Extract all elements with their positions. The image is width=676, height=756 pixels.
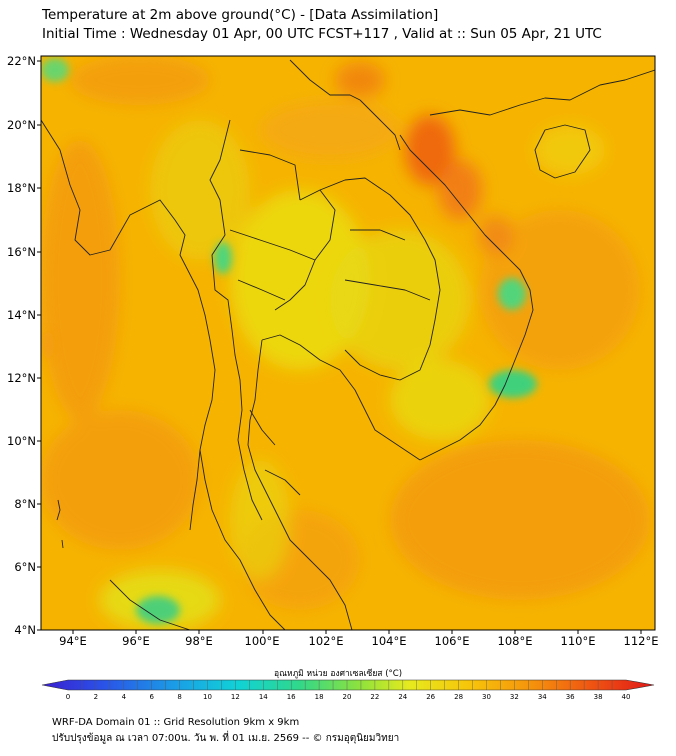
colorbar-tick-label: 18 [314, 693, 324, 701]
colorbar-tick-label: 16 [286, 693, 296, 701]
lat-label-22n: 22°N [7, 54, 36, 68]
lon-label-102e: 102°E [308, 634, 344, 648]
lat-label-6n: 6°N [14, 560, 36, 574]
footer-grid-info: WRF-DA Domain 01 :: Grid Resolution 9km … [52, 717, 300, 728]
lat-label-14n: 14°N [7, 308, 36, 322]
lon-label-96e: 96°E [122, 634, 150, 648]
colorbar-title: อุณหภูมิ หน่วย องศาเซลเซียส (°C) [273, 669, 403, 679]
lon-label-98e: 98°E [185, 634, 213, 648]
temperature-field [41, 56, 655, 630]
colorbar-tick-label: 40 [621, 693, 631, 701]
colorbar-tick-label: 6 [149, 693, 154, 701]
colorbar-tick-label: 30 [482, 693, 491, 701]
colorbar-tick-label: 32 [509, 693, 519, 701]
lat-label-8n: 8°N [14, 497, 36, 511]
lon-label-94e: 94°E [59, 634, 87, 648]
map-frame [40, 55, 656, 631]
colorbar-tick-label: 0 [65, 693, 71, 701]
colorbar-tick-label: 2 [93, 693, 99, 701]
colorbar-tick-label: 38 [593, 693, 603, 701]
colorbar-tick-label: 22 [370, 693, 380, 701]
colorbar-tick-label: 24 [398, 693, 408, 701]
map-title: Temperature at 2m above ground(°C) - [Da… [42, 7, 439, 23]
colorbar-tick-label: 8 [177, 693, 182, 701]
colorbar-tick-label: 10 [203, 693, 212, 701]
lon-label-110e: 110°E [560, 634, 596, 648]
lat-label-18n: 18°N [7, 181, 36, 195]
lat-label-16n: 16°N [7, 245, 36, 259]
lat-label-4n: 4°N [14, 623, 36, 637]
colorbar-tick-label: 34 [537, 693, 547, 701]
colorbar-tick-label: 26 [426, 693, 436, 701]
colorbar-tick-label: 20 [342, 693, 352, 701]
colorbar-tick-label: 14 [258, 693, 268, 701]
lon-label-100e: 100°E [244, 634, 280, 648]
lat-label-12n: 12°N [7, 371, 36, 385]
lat-label-10n: 10°N [7, 434, 36, 448]
map-subtitle: Initial Time : Wednesday 01 Apr, 00 UTC … [42, 26, 602, 42]
footer-update-info: ปรับปรุงข้อมูล ณ เวลา 07:00น. วัน พ. ที่… [52, 733, 400, 744]
colorbar-tick-label: 36 [565, 693, 575, 701]
colorbar-tick-label: 12 [230, 693, 240, 701]
lat-label-20n: 20°N [7, 118, 36, 132]
colorbar-tick-label: 28 [454, 693, 464, 701]
lon-label-104e: 104°E [371, 634, 407, 648]
lon-label-108e: 108°E [497, 634, 533, 648]
lon-label-112e: 112°E [623, 634, 659, 648]
country-borders [41, 59, 655, 630]
colorbar [41, 679, 655, 691]
axis-ticks [37, 60, 642, 634]
colorbar-tick-label: 4 [121, 693, 127, 701]
lon-label-106e: 106°E [434, 634, 470, 648]
